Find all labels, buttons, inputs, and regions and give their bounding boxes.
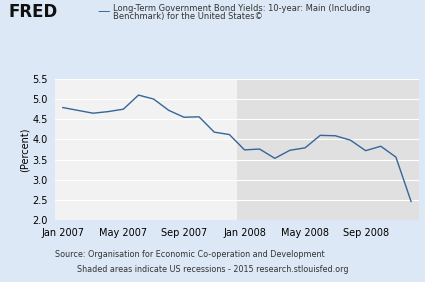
Text: Source: Organisation for Economic Co-operation and Development: Source: Organisation for Economic Co-ope… [55, 250, 325, 259]
Text: Long-Term Government Bond Yields: 10-year: Main (Including: Long-Term Government Bond Yields: 10-yea… [113, 4, 370, 13]
Bar [237, 79, 419, 220]
Text: Benchmark) for the United States©: Benchmark) for the United States© [113, 12, 263, 21]
Text: Shaded areas indicate US recessions - 2015 research.stlouisfed.org: Shaded areas indicate US recessions - 20… [77, 265, 348, 274]
Text: —: — [98, 5, 110, 18]
Bar [55, 79, 237, 220]
Y-axis label: (Percent): (Percent) [19, 127, 29, 172]
Text: FRED: FRED [8, 3, 58, 21]
